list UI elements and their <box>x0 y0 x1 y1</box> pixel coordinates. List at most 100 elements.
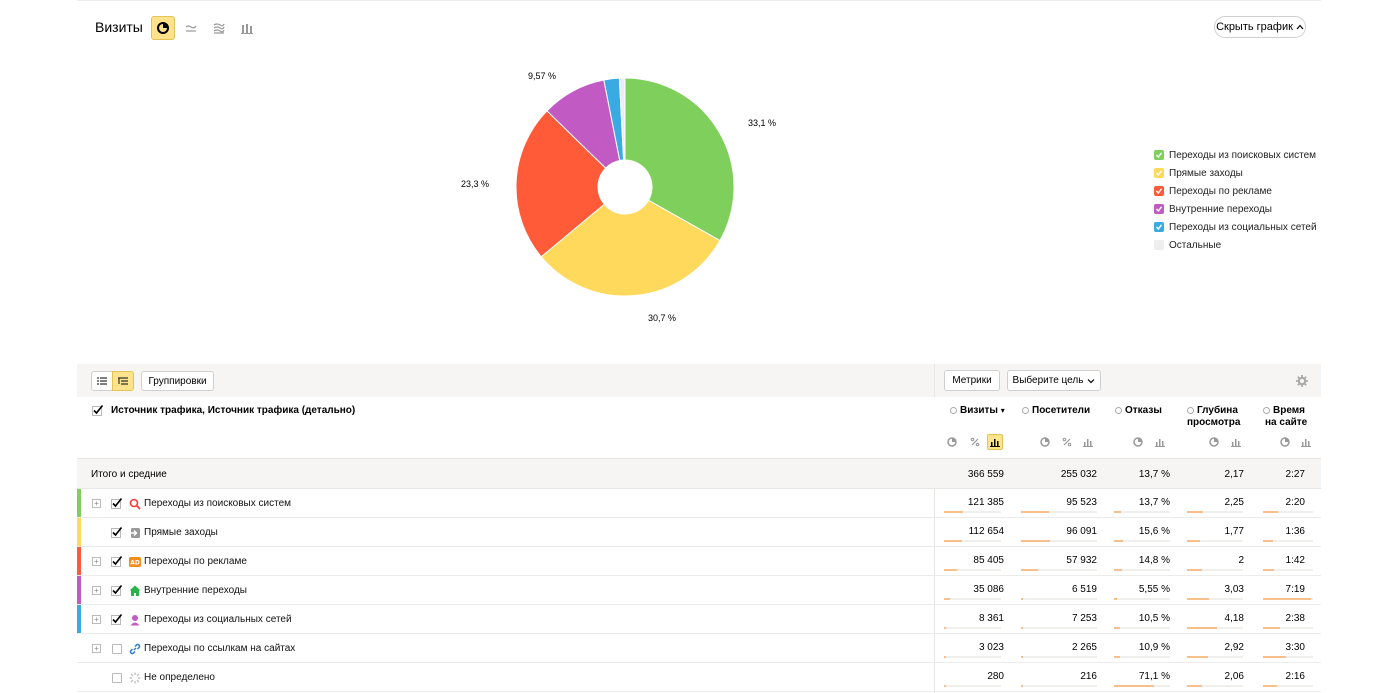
row-value: 2 265 <box>1071 642 1097 653</box>
legend-item-ads[interactable]: Переходы по рекламе <box>1154 182 1317 200</box>
pie-view-icon[interactable] <box>944 434 960 450</box>
row-bar-track <box>1021 656 1097 658</box>
pie-chart-icon <box>157 22 169 34</box>
row-bar-track <box>1263 627 1313 629</box>
row-value: 35 086 <box>973 584 1004 595</box>
legend-item-internal[interactable]: Внутренние переходы <box>1154 200 1317 218</box>
pie-view-icon[interactable] <box>1130 434 1146 450</box>
table-row[interactable]: + Переходы по ссылкам на сайтах 3 023 2 265… <box>77 634 1321 663</box>
row-bar-fill <box>1187 627 1217 629</box>
row-checkbox[interactable] <box>112 644 122 654</box>
column-bounces[interactable]: Отказы <box>1115 405 1165 417</box>
groupings-button[interactable]: Группировки <box>141 371 214 391</box>
hide-chart-button[interactable]: Скрыть график <box>1214 16 1306 38</box>
expand-row-button[interactable]: + <box>92 615 101 624</box>
row-checkbox[interactable] <box>111 554 123 567</box>
column-depth[interactable]: Глубина просмотра <box>1187 405 1253 429</box>
row-checkbox[interactable] <box>111 525 123 538</box>
line-chart-type-button[interactable] <box>179 16 203 40</box>
legend-item-search[interactable]: Переходы из поисковых систем <box>1154 146 1317 164</box>
pie-view-icon[interactable] <box>1037 434 1053 450</box>
pie-label-internal: 9,57 % <box>528 71 557 81</box>
direct-entry-icon <box>129 526 141 538</box>
column-visits[interactable]: Визиты ▾ <box>950 405 1008 417</box>
legend-label: Внутренние переходы <box>1169 203 1272 215</box>
bar-view-icon[interactable] <box>987 434 1003 450</box>
info-icon <box>1263 407 1270 414</box>
pie-slice[interactable] <box>515 110 607 258</box>
row-bar-track <box>1263 511 1313 513</box>
metrics-button[interactable]: Метрики <box>944 370 1000 391</box>
row-color-stripe <box>77 605 81 633</box>
totals-label: Итого и средние <box>91 469 167 480</box>
chevron-up-icon <box>1296 24 1304 30</box>
pie-slice[interactable] <box>618 77 626 161</box>
pie-chart-type-button[interactable] <box>151 16 175 40</box>
column-visitors[interactable]: Посетители <box>1022 405 1092 417</box>
row-bar-fill <box>1187 656 1208 658</box>
row-value: 2 <box>1238 555 1244 566</box>
table-row[interactable]: + Внутренние переходы 35 086 6 519 5,55 % 3,0… <box>77 576 1321 605</box>
search-icon <box>129 497 141 510</box>
column-time[interactable]: Время на сайте <box>1263 405 1319 429</box>
pie-slice[interactable] <box>624 77 735 242</box>
column-label: просмотра <box>1187 417 1241 428</box>
table-row[interactable]: + Переходы из социальных сетей 8 361 7 253 1… <box>77 605 1321 634</box>
area-chart-type-button[interactable] <box>207 16 231 40</box>
choose-goal-dropdown[interactable]: Выберите цель <box>1007 370 1101 391</box>
bar-view-icon[interactable] <box>1228 434 1244 450</box>
row-value: 85 405 <box>973 555 1004 566</box>
row-bar-fill <box>1021 511 1049 513</box>
legend-item-other[interactable]: Остальные <box>1154 236 1317 254</box>
row-value: 216 <box>1080 671 1097 682</box>
gear-icon[interactable] <box>1296 375 1308 387</box>
row-bar-track <box>1021 685 1097 687</box>
dimension-title[interactable]: Источник трафика, Источник трафика (дета… <box>111 405 356 416</box>
row-value: 280 <box>987 671 1004 682</box>
row-checkbox[interactable] <box>111 496 123 509</box>
row-value: 15,6 % <box>1138 526 1170 537</box>
row-value: 3:30 <box>1285 642 1305 653</box>
row-checkbox[interactable] <box>111 583 123 596</box>
pie-label-search: 33,1 % <box>748 118 777 128</box>
bar-chart-type-button[interactable] <box>235 16 259 40</box>
row-bar-fill <box>1263 627 1280 629</box>
row-bar-fill <box>944 627 946 629</box>
expand-row-button[interactable]: + <box>92 644 101 653</box>
row-bar-track <box>1263 685 1313 687</box>
legend-item-direct[interactable]: Прямые заходы <box>1154 164 1317 182</box>
expand-row-button[interactable]: + <box>92 557 101 566</box>
flat-view-button[interactable] <box>91 371 113 391</box>
bar-view-icon[interactable] <box>1152 434 1168 450</box>
table-row[interactable]: Не определено 280 216 71,1 % 2,06 2:16 <box>77 663 1321 692</box>
row-value: 57 932 <box>1066 555 1097 566</box>
row-bar-fill <box>1263 511 1278 513</box>
legend-item-social[interactable]: Переходы из социальных сетей <box>1154 218 1317 236</box>
tree-view-button[interactable] <box>112 371 134 391</box>
percent-view-icon[interactable] <box>1059 434 1075 450</box>
info-icon <box>950 407 957 414</box>
percent-view-icon[interactable] <box>967 434 983 450</box>
bar-view-icon[interactable] <box>1080 434 1096 450</box>
row-value: 121 385 <box>967 497 1004 508</box>
row-bar-fill <box>1187 598 1209 600</box>
row-bar-fill <box>1021 540 1050 542</box>
row-label: Переходы по ссылкам на сайтах <box>144 643 296 654</box>
table-row[interactable]: Прямые заходы 112 654 96 091 15,6 % 1,77 1:36 <box>77 518 1321 547</box>
table-row[interactable]: + AD Переходы по рекламе 85 405 57 932 14,8 %… <box>77 547 1321 576</box>
table-row[interactable]: + Переходы из поисковых систем 121 385 95 5… <box>77 489 1321 518</box>
row-bar-track <box>1021 540 1097 542</box>
row-bar-track <box>944 656 1001 658</box>
pie-view-icon[interactable] <box>1206 434 1222 450</box>
dimension-checkbox[interactable] <box>92 403 104 416</box>
expand-row-button[interactable]: + <box>92 499 101 508</box>
column-label: Визиты <box>960 405 998 416</box>
pie-slice[interactable] <box>540 199 721 297</box>
row-value: 1:42 <box>1285 555 1305 566</box>
row-checkbox[interactable] <box>111 612 123 625</box>
row-checkbox[interactable] <box>112 673 122 683</box>
bar-view-icon[interactable] <box>1298 434 1314 450</box>
expand-row-button[interactable]: + <box>92 586 101 595</box>
pie-view-icon[interactable] <box>1277 434 1293 450</box>
row-bar-track <box>1021 627 1097 629</box>
